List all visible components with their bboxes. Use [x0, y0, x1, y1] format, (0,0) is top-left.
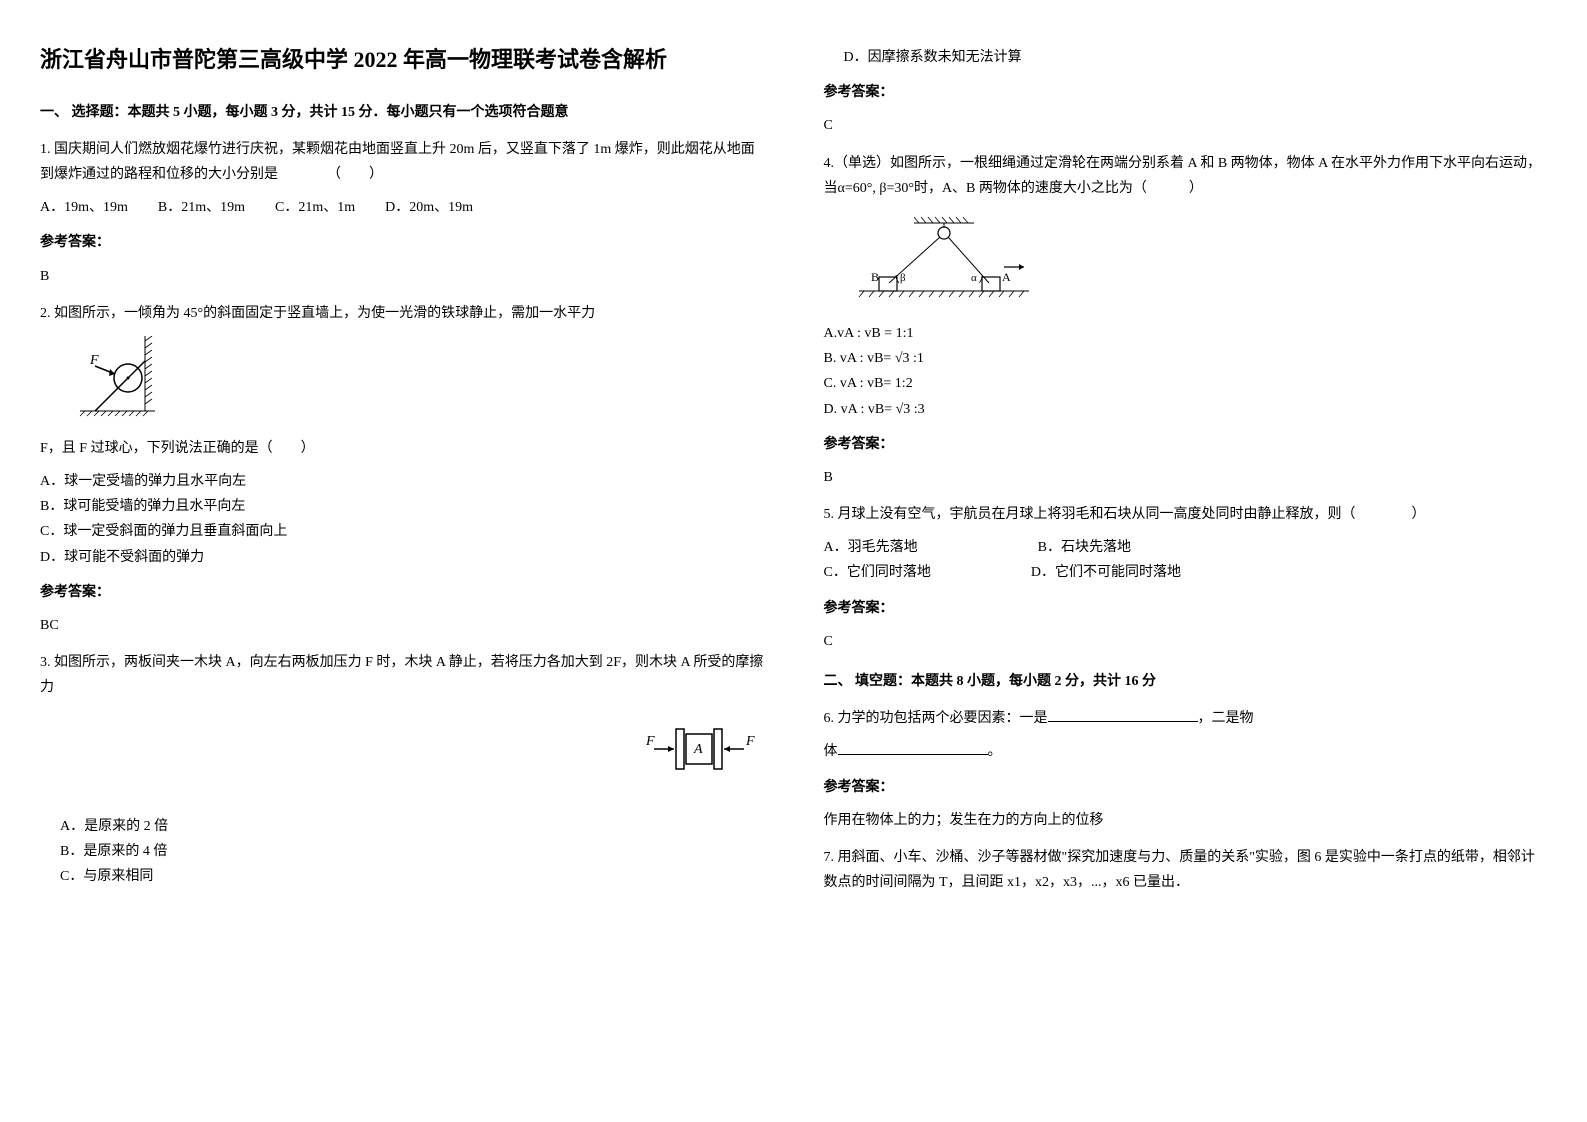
q7-text: 7. 用斜面、小车、沙桶、沙子等器材做"探究加速度与力、质量的关系"实验，图 6… [824, 845, 1548, 895]
section2-header: 二、 填空题：本题共 8 小题，每小题 2 分，共计 16 分 [824, 669, 1548, 694]
q2-label-f: F [89, 353, 99, 368]
q5-answer-label: 参考答案： [824, 596, 1548, 621]
q5-text: 5. 月球上没有空气，宇航员在月球上将羽毛和石块从同一高度处同时由静止释放，则（… [824, 502, 1548, 527]
q4-option-c: C. vA : vB= 1:2 [824, 371, 1548, 396]
q4-diagram: B A β α [854, 211, 1548, 311]
q2-diagram-svg: F [40, 336, 180, 426]
q6-text: 6. 力学的功包括两个必要因素：一是，二是物 [824, 706, 1548, 731]
q4-options: A.vA : vB = 1:1 B. vA : vB= √3 :1 C. vA … [824, 321, 1548, 422]
q6-answer: 作用在物体上的力；发生在力的方向上的位移 [824, 808, 1548, 833]
q4-label-beta: β [900, 272, 906, 284]
q2-options: A．球一定受墙的弹力且水平向左 B．球可能受墙的弹力且水平向左 C．球一定受斜面… [40, 469, 764, 570]
q2-option-c: C．球一定受斜面的弹力且垂直斜面向上 [40, 519, 764, 544]
question-4: 4.（单选）如图所示，一根细绳通过定滑轮在两端分别系着 A 和 B 两物体，物体… [824, 151, 1548, 491]
q2-option-d: D．球可能不受斜面的弹力 [40, 545, 764, 570]
q2-diagram: F [40, 336, 764, 426]
q1-text: 1. 国庆期间人们燃放烟花爆竹进行庆祝，某颗烟花由地面竖直上升 20m 后，又竖… [40, 137, 764, 187]
q5-option-b: B．石块先落地 [1038, 535, 1131, 560]
q3-option-b: B．是原来的 4 倍 [60, 839, 764, 864]
q3-label-f-left: F [645, 734, 655, 749]
q5-options: A．羽毛先落地 B．石块先落地 C．它们同时落地 D．它们不可能同时落地 [824, 535, 1548, 585]
q3-option-c: C．与原来相同 [60, 864, 764, 889]
q2-text-part2: F，且 F 过球心，下列说法正确的是（ ） [40, 436, 764, 461]
question-1: 1. 国庆期间人们燃放烟花爆竹进行庆祝，某颗烟花由地面竖直上升 20m 后，又竖… [40, 137, 764, 289]
q4-label-a: A [1002, 270, 1011, 284]
left-column: 浙江省舟山市普陀第三高级中学 2022 年高一物理联考试卷含解析 一、 选择题：… [40, 40, 764, 907]
q2-answer-label: 参考答案： [40, 580, 764, 605]
q4-option-b: B. vA : vB= √3 :1 [824, 346, 1548, 371]
q5-option-d: D．它们不可能同时落地 [1031, 560, 1181, 585]
q3-diagram: A F F [634, 719, 764, 779]
right-column: D．因摩擦系数未知无法计算 参考答案： C 4.（单选）如图所示，一根细绳通过定… [824, 40, 1548, 907]
q1-answer-label: 参考答案： [40, 230, 764, 255]
q4-option-a: A.vA : vB = 1:1 [824, 321, 1548, 346]
q6-answer-label: 参考答案： [824, 775, 1548, 800]
blank-2 [838, 741, 988, 755]
q4-label-b: B [871, 270, 879, 284]
question-5: 5. 月球上没有空气，宇航员在月球上将羽毛和石块从同一高度处同时由静止释放，则（… [824, 502, 1548, 654]
blank-1 [1048, 708, 1198, 722]
q4-text: 4.（单选）如图所示，一根细绳通过定滑轮在两端分别系着 A 和 B 两物体，物体… [824, 151, 1548, 201]
q1-option-a: A．19m、19m [40, 195, 128, 220]
q3-options: A．是原来的 2 倍 B．是原来的 4 倍 C．与原来相同 [40, 814, 764, 890]
q1-options: A．19m、19m B．21m、19m C．21m、1m D．20m、19m [40, 195, 764, 220]
q4-option-d: D. vA : vB= √3 :3 [824, 397, 1548, 422]
q4-diagram-svg: B A β α [854, 211, 1054, 311]
q1-option-d: D．20m、19m [385, 195, 473, 220]
q2-option-a: A．球一定受墙的弹力且水平向左 [40, 469, 764, 494]
question-3: 3. 如图所示，两板间夹一木块 A，向左右两板加压力 F 时，木块 A 静止，若… [40, 650, 764, 889]
q1-option-c: C．21m、1m [275, 195, 355, 220]
q3-answer-label: 参考答案： [824, 80, 1548, 105]
q3-answer: C [824, 113, 1548, 138]
q4-answer: B [824, 465, 1548, 490]
q3-label-a: A [693, 742, 703, 757]
q5-option-a: A．羽毛先落地 [824, 535, 918, 560]
page-container: 浙江省舟山市普陀第三高级中学 2022 年高一物理联考试卷含解析 一、 选择题：… [40, 40, 1547, 907]
q5-option-c: C．它们同时落地 [824, 560, 931, 585]
q4-label-alpha: α [971, 272, 977, 284]
q3-text: 3. 如图所示，两板间夹一木块 A，向左右两板加压力 F 时，木块 A 静止，若… [40, 650, 764, 700]
question-7: 7. 用斜面、小车、沙桶、沙子等器材做"探究加速度与力、质量的关系"实验，图 6… [824, 845, 1548, 895]
q2-answer: BC [40, 613, 764, 638]
q2-option-b: B．球可能受墙的弹力且水平向左 [40, 494, 764, 519]
q1-answer: B [40, 264, 764, 289]
q1-option-b: B．21m、19m [158, 195, 245, 220]
question-2: 2. 如图所示，一倾角为 45°的斜面固定于竖直墙上，为使一光滑的铁球静止，需加… [40, 301, 764, 639]
section1-header: 一、 选择题：本题共 5 小题，每小题 3 分，共计 15 分．每小题只有一个选… [40, 100, 764, 125]
q5-answer: C [824, 629, 1548, 654]
q2-text-part1: 2. 如图所示，一倾角为 45°的斜面固定于竖直墙上，为使一光滑的铁球静止，需加… [40, 301, 764, 326]
q3-option-d: D．因摩擦系数未知无法计算 [824, 45, 1548, 70]
q3-diagram-svg: A F F [634, 719, 764, 779]
document-title: 浙江省舟山市普陀第三高级中学 2022 年高一物理联考试卷含解析 [40, 40, 764, 80]
q4-answer-label: 参考答案： [824, 432, 1548, 457]
q3-option-a: A．是原来的 2 倍 [60, 814, 764, 839]
question-6: 6. 力学的功包括两个必要因素：一是，二是物 体。 参考答案： 作用在物体上的力… [824, 706, 1548, 833]
q3-label-f-right: F [745, 734, 755, 749]
